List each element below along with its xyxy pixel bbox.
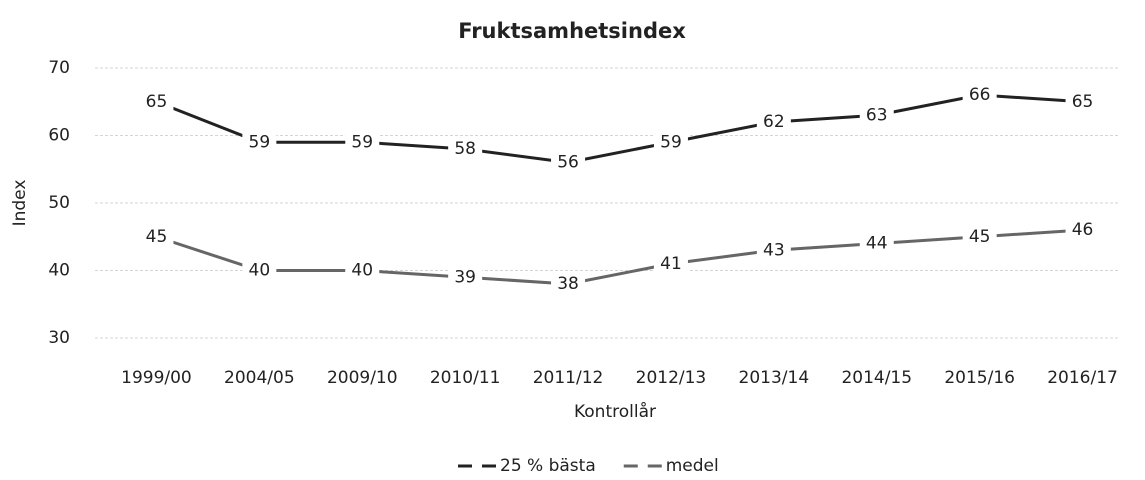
- data-label: 39: [454, 267, 476, 287]
- label-bg: [1065, 89, 1100, 114]
- x-axis-label: Kontrollår: [574, 401, 656, 422]
- legend-label: medel: [666, 456, 719, 476]
- data-label: 45: [969, 227, 991, 247]
- series-line: [155, 228, 1083, 286]
- data-label: 45: [146, 227, 168, 247]
- x-tick-label: 2010/11: [430, 368, 501, 388]
- y-tick-label: 50: [48, 193, 70, 213]
- x-tick-label: 2013/14: [739, 368, 810, 388]
- legend: 25 % bästa medel: [458, 456, 719, 476]
- label-bg: [448, 265, 483, 290]
- data-label: 56: [557, 153, 579, 173]
- x-tick-label: 2009/10: [327, 368, 398, 388]
- label-bg: [653, 251, 688, 276]
- data-label: 59: [249, 132, 271, 152]
- data-label: 65: [1072, 92, 1094, 112]
- label-bg: [551, 272, 586, 296]
- label-bg: [242, 130, 277, 155]
- y-tick-label: 30: [48, 328, 70, 348]
- data-label: 46: [1072, 220, 1094, 240]
- label-bg: [139, 89, 174, 114]
- x-tick-label: 2011/12: [533, 368, 604, 388]
- label-bg: [448, 137, 483, 161]
- x-tick-label: 2004/05: [224, 368, 295, 388]
- label-bg: [551, 150, 586, 175]
- label-bg: [756, 238, 791, 263]
- data-label: 44: [866, 234, 888, 254]
- x-tick-label: 2014/15: [841, 368, 912, 388]
- label-bg: [345, 258, 380, 283]
- label-bg: [756, 110, 791, 134]
- data-label: 62: [763, 112, 785, 132]
- label-bg: [242, 258, 277, 283]
- label-bg: [962, 83, 997, 107]
- data-label: 59: [660, 132, 682, 152]
- label-bg: [139, 224, 174, 249]
- label-bg: [859, 103, 894, 128]
- label-bg: [653, 130, 688, 155]
- x-tick-label: 1999/00: [121, 368, 192, 388]
- chart-title: Fruktsamhetsindex: [458, 19, 686, 43]
- x-tick-label: 2012/13: [636, 368, 707, 388]
- data-label: 59: [351, 132, 373, 152]
- legend-label: 25 % bästa: [500, 456, 596, 476]
- y-axis-label: Index: [10, 180, 30, 227]
- y-tick-label: 40: [48, 261, 70, 281]
- data-label: 40: [249, 261, 271, 281]
- data-label: 41: [660, 254, 682, 274]
- y-tick-label: 60: [48, 126, 70, 146]
- x-tick-label: 2015/16: [944, 368, 1015, 388]
- label-bg: [1065, 218, 1100, 242]
- data-label: 43: [763, 240, 785, 260]
- label-bg: [859, 231, 894, 256]
- x-tick-label: 2016/17: [1047, 368, 1118, 388]
- series-line: [155, 93, 1083, 165]
- data-label: 58: [454, 139, 476, 159]
- y-tick-label: 70: [48, 58, 70, 78]
- data-label: 63: [866, 105, 888, 125]
- data-label: 66: [969, 85, 991, 105]
- label-bg: [962, 224, 997, 249]
- data-label: 38: [557, 274, 579, 294]
- data-label: 40: [351, 261, 373, 281]
- label-bg: [345, 130, 380, 155]
- data-label: 65: [146, 92, 168, 112]
